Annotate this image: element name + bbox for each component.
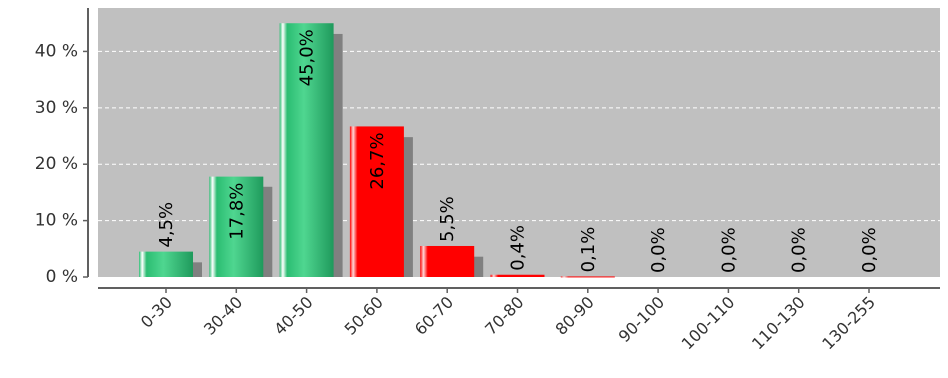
x-axis-ticks: 0-30 30-40 40-50 50-60 60-70 70-80 80-90 90-100… [137,288,879,353]
x-tick-label-50-60: 50-60 [341,293,387,339]
x-tick-label-0-30: 0-30 [137,293,176,332]
data-label-100-110: 0,0% [718,227,739,273]
data-label-90-100: 0,0% [648,227,669,273]
data-label-130-255: 0,0% [859,227,880,273]
x-tick-label-110-130: 110-130 [748,293,809,354]
bar-80-90 [560,276,615,278]
bar-shadow-30-40 [262,186,273,277]
x-tick-label-100-110: 100-110 [678,293,739,354]
y-tick-label-20: 20 % [35,154,78,174]
bar-50-60 [349,126,404,277]
data-label-50-60: 26,7% [367,132,388,189]
x-tick-label-80-90: 80-90 [551,293,597,339]
x-tick-label-60-70: 60-70 [411,293,457,339]
y-tick-label-30: 30 % [35,98,78,118]
bar-shadow-60-70 [473,256,484,277]
data-label-110-130: 0,0% [789,227,810,273]
bar-shadow-50-60 [402,137,413,277]
y-axis-ticks: 0 % 10 % 20 % 30 % 40 % [35,41,88,287]
x-tick-label-40-50: 40-50 [270,293,316,339]
bar-shadows [192,33,484,277]
bar-60-70 [420,245,475,277]
data-label-80-90: 0,1% [578,227,599,273]
data-label-30-40: 17,8% [226,183,247,240]
bars [139,23,615,278]
x-tick-label-30-40: 30-40 [200,293,246,339]
x-tick-label-130-255: 130-255 [818,293,879,354]
y-tick-label-40: 40 % [35,41,78,61]
data-label-60-70: 5,5% [437,196,458,242]
x-tick-label-70-80: 70-80 [481,293,527,339]
bar-0-30 [139,251,193,277]
data-label-70-80: 0,4% [508,225,529,271]
y-tick-label-0: 0 % [46,267,78,287]
data-labels: 4,5% 17,8% 45,0% 26,7% 5,5% 0,4% 0,1% 0,0% 0,0% 0… [156,29,880,273]
x-tick-label-90-100: 90-100 [615,293,669,347]
axes [87,8,940,289]
bar-70-80 [490,274,545,277]
y-tick-label-10: 10 % [35,211,78,231]
bar-30-40 [209,176,264,277]
bar-shadow-0-30 [192,262,202,277]
bar-shadow-40-50 [332,33,343,277]
bar-40-50 [279,23,334,278]
data-label-40-50: 45,0% [297,29,318,86]
data-label-0-30: 4,5% [156,202,177,248]
